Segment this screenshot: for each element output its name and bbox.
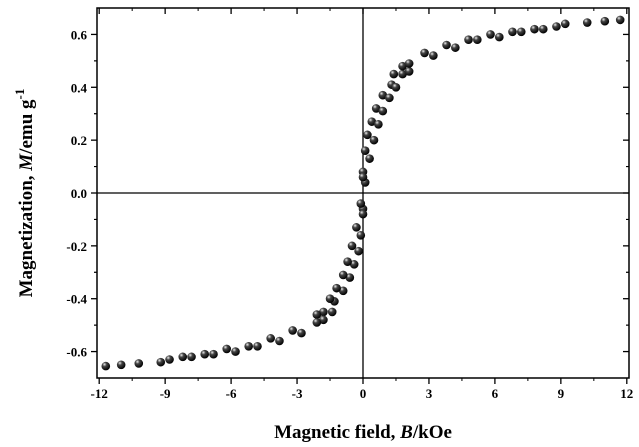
y-tick-label: -0.2 xyxy=(66,239,87,254)
x-tick-label: 12 xyxy=(620,386,633,401)
data-point xyxy=(358,209,368,219)
data-point xyxy=(582,18,592,27)
data-point xyxy=(360,146,370,156)
data-point xyxy=(371,104,381,113)
data-point xyxy=(312,310,322,319)
data-point xyxy=(325,294,335,304)
data-point xyxy=(398,61,407,71)
data-point xyxy=(209,349,218,359)
y-tick-label: 0.6 xyxy=(71,27,88,42)
data-point xyxy=(560,19,570,29)
data-point xyxy=(327,307,337,317)
data-point xyxy=(178,352,188,362)
data-point xyxy=(530,24,539,34)
data-point xyxy=(363,130,372,140)
data-point xyxy=(378,106,388,116)
data-point xyxy=(508,27,517,37)
data-point xyxy=(404,59,414,68)
y-tick-label: -0.6 xyxy=(66,345,87,360)
data-point xyxy=(343,257,352,267)
data-point xyxy=(187,352,196,362)
data-point xyxy=(429,51,438,60)
x-tick-label: -9 xyxy=(160,386,171,401)
data-point xyxy=(332,283,341,293)
x-tick-label: -3 xyxy=(292,386,303,401)
data-point xyxy=(345,273,355,282)
data-point xyxy=(165,355,174,364)
data-point xyxy=(352,223,361,232)
y-tick-label: 0.2 xyxy=(71,133,87,148)
data-point xyxy=(156,357,166,367)
data-point xyxy=(297,328,306,338)
data-point xyxy=(231,347,240,356)
data-point xyxy=(358,172,368,182)
data-point xyxy=(378,90,388,100)
data-point xyxy=(420,48,429,58)
data-point xyxy=(116,360,126,370)
data-point xyxy=(486,30,495,39)
data-point xyxy=(398,69,407,79)
data-point xyxy=(516,27,526,37)
data-point xyxy=(374,119,383,129)
x-tick-label: 9 xyxy=(558,386,565,401)
data-point xyxy=(464,35,473,45)
data-point xyxy=(347,241,357,251)
x-tick-label: 3 xyxy=(426,386,433,401)
data-point xyxy=(473,35,482,45)
data-point xyxy=(319,307,328,317)
data-point xyxy=(101,361,111,371)
y-tick-label: 0.4 xyxy=(71,80,88,95)
data-point xyxy=(244,341,253,351)
data-point xyxy=(442,40,451,50)
x-tick-label: -6 xyxy=(226,386,237,401)
data-point xyxy=(615,15,625,25)
data-point xyxy=(266,334,275,343)
data-point xyxy=(494,32,504,42)
x-tick-label: -12 xyxy=(91,386,108,401)
data-point xyxy=(275,336,284,346)
data-point xyxy=(404,67,414,76)
data-point xyxy=(134,359,144,368)
y-axis-label: Magnetization, M/emu g-1 xyxy=(12,89,37,298)
data-point xyxy=(356,230,366,240)
data-point xyxy=(356,199,366,208)
data-point xyxy=(367,117,377,126)
data-point xyxy=(222,344,232,354)
data-point xyxy=(288,326,297,335)
data-point xyxy=(600,16,610,26)
data-point xyxy=(365,154,374,163)
data-point xyxy=(338,286,348,296)
y-tick-label: -0.4 xyxy=(66,292,87,307)
data-point xyxy=(385,93,394,103)
data-point xyxy=(354,246,363,256)
data-point xyxy=(538,24,548,34)
data-point xyxy=(451,43,460,52)
x-tick-label: 0 xyxy=(360,386,367,401)
data-point xyxy=(338,270,348,280)
y-tick-label: 0.0 xyxy=(71,186,87,201)
data-point xyxy=(319,315,328,325)
data-point xyxy=(369,135,379,145)
data-point xyxy=(200,349,210,359)
x-tick-label: 6 xyxy=(492,386,499,401)
data-point xyxy=(349,260,359,269)
data-point xyxy=(253,341,262,351)
x-axis-label: Magnetic field, B/kOe xyxy=(274,422,452,443)
data-point xyxy=(391,82,401,92)
data-point xyxy=(552,22,561,31)
data-point xyxy=(312,318,322,327)
data-point xyxy=(389,69,399,79)
